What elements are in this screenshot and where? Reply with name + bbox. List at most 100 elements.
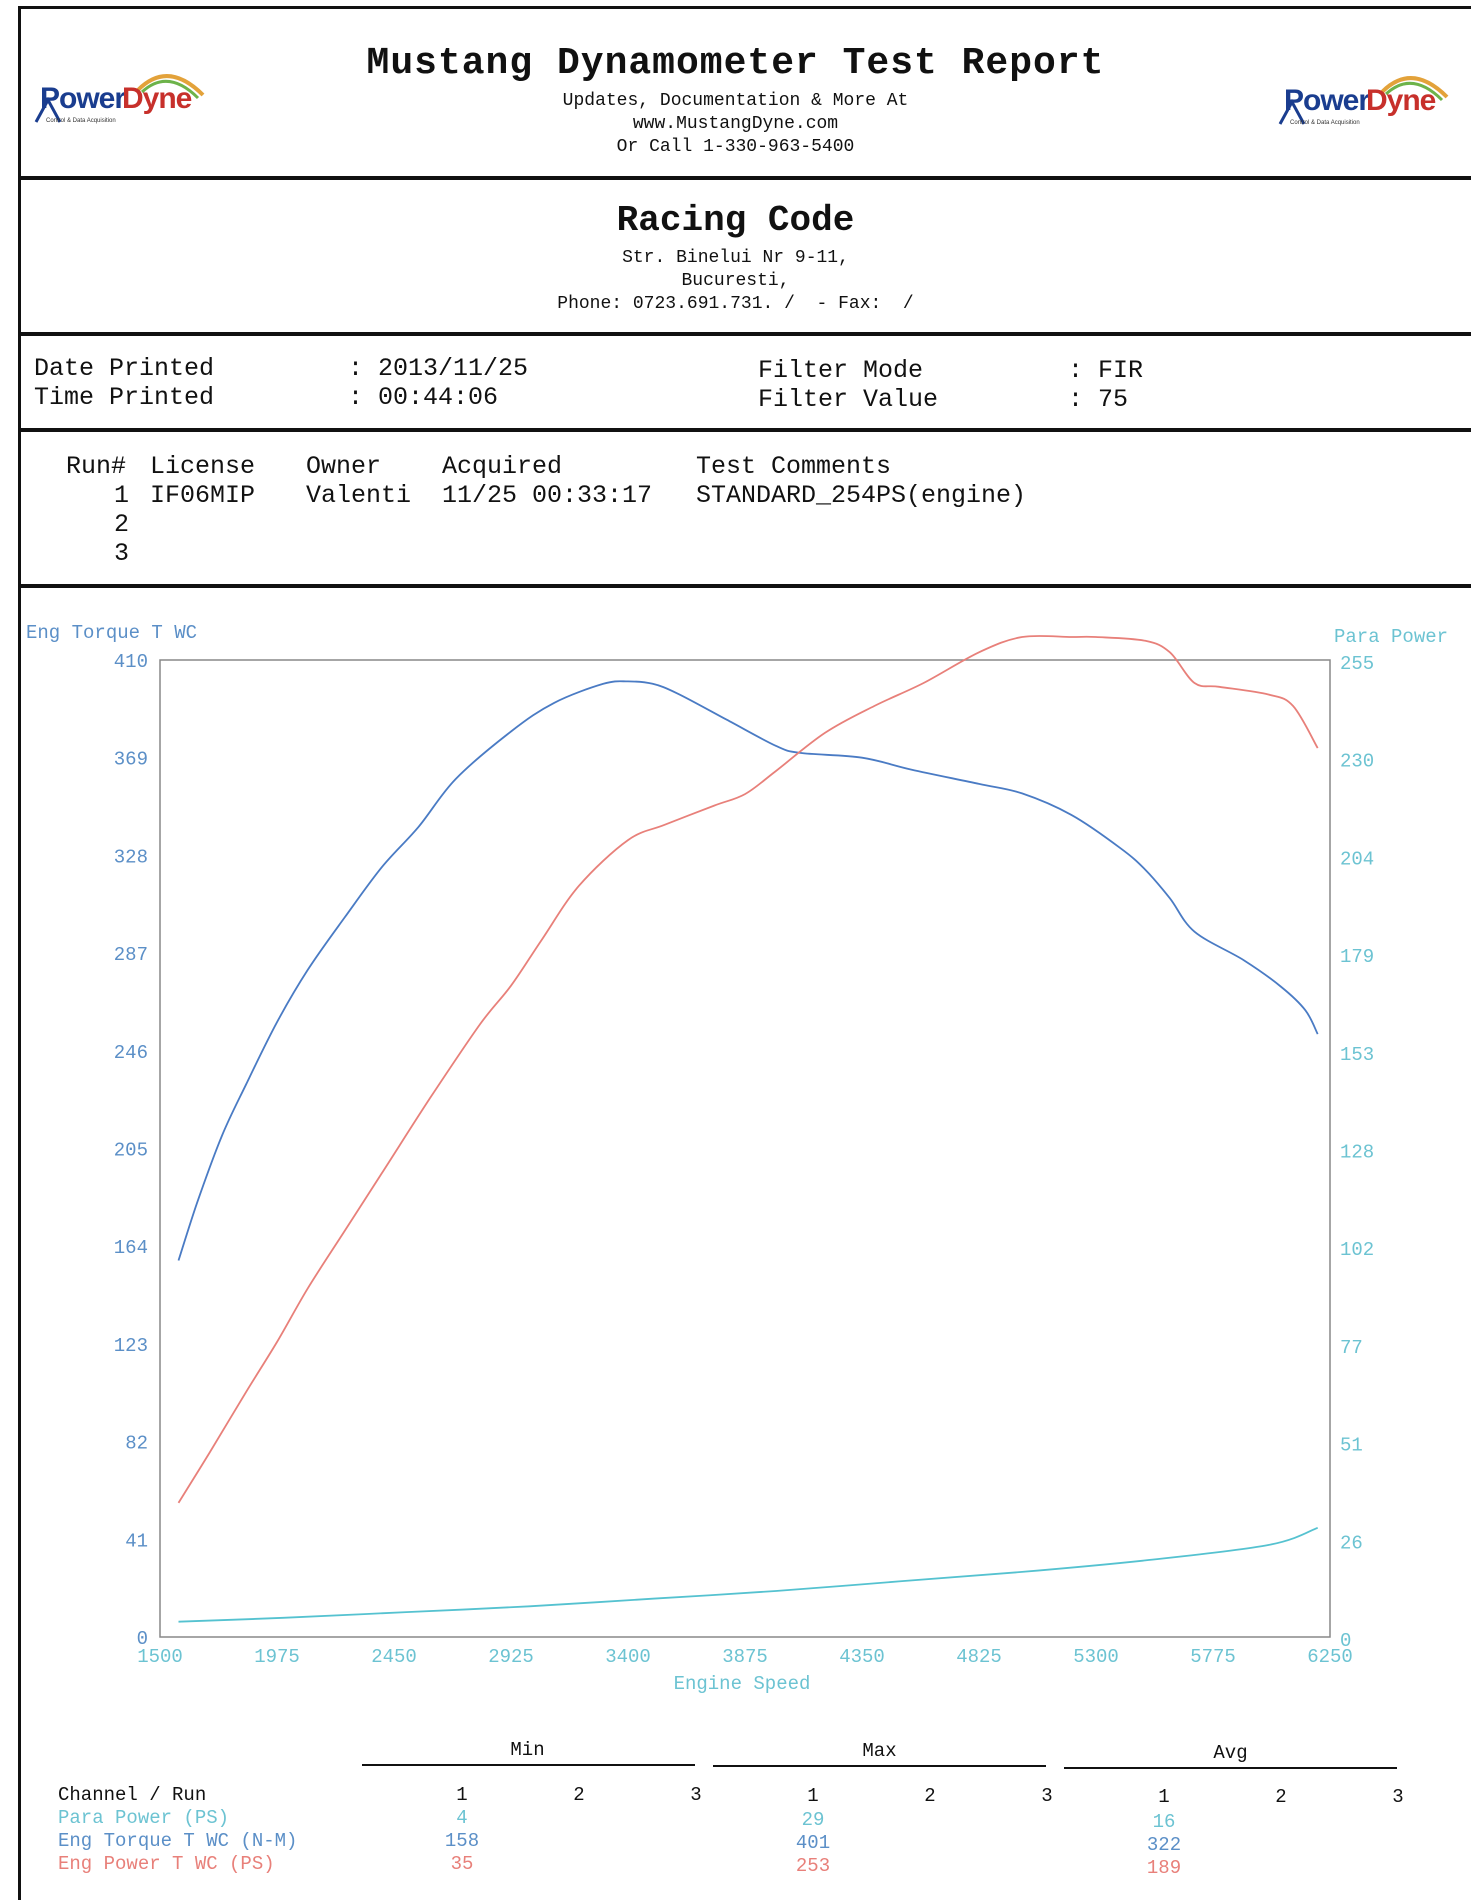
logo-arc-icon — [1278, 76, 1449, 125]
right-tick-label: 255 — [1340, 653, 1374, 675]
filter-mode-label: Filter Mode — [758, 356, 924, 385]
stats-channel-name: Eng Power T WC (PS) — [58, 1853, 275, 1875]
stats-rule-max — [713, 1765, 1046, 1767]
run-number: 1 — [114, 481, 130, 510]
x-tick-label: 1500 — [137, 1646, 183, 1668]
x-tick-label: 3875 — [722, 1646, 768, 1668]
left-tick-label: 328 — [114, 846, 148, 868]
run-number: 3 — [114, 539, 130, 568]
report-sheet — [18, 6, 1471, 1900]
divider — [18, 584, 1471, 588]
logo-tagline: Control & Data Acquisition — [46, 118, 116, 124]
series-line-eng-power-t-wc-ps — [177, 635, 1319, 1504]
left-tick-label: 369 — [114, 749, 148, 771]
plot-frame — [159, 659, 1331, 1638]
stats-value-min: 4 — [456, 1807, 468, 1829]
stats-run-number: 2 — [924, 1785, 936, 1807]
header-line-3: Or Call 1-330-963-5400 — [616, 137, 855, 157]
stats-channel-name: Para Power (PS) — [58, 1807, 230, 1829]
x-tick-label: 2925 — [488, 1646, 534, 1668]
stats-run-number: 1 — [456, 1784, 468, 1806]
x-axis-title: Engine Speed — [674, 1673, 811, 1695]
filter-value-label: Filter Value — [758, 385, 939, 414]
time-printed-value: : 00:44:06 — [348, 383, 499, 412]
stats-run-number: 2 — [573, 1784, 585, 1806]
right-tick-label: 179 — [1340, 946, 1374, 968]
run-number: 2 — [114, 510, 130, 539]
x-tick-label: 4350 — [839, 1646, 885, 1668]
logo-word-dyne: Dyne — [122, 82, 192, 115]
stats-group-min: Min — [510, 1739, 545, 1761]
x-tick-label: 2450 — [371, 1646, 417, 1668]
left-tick-label: 0 — [137, 1628, 148, 1650]
left-tick-label: 410 — [114, 651, 148, 673]
x-tick-label: 6250 — [1307, 1646, 1353, 1668]
stats-value-max: 401 — [795, 1832, 831, 1854]
x-tick-label: 5300 — [1073, 1646, 1119, 1668]
powerdyne-logo-left: Power Dyne Control & Data Acquisition — [18, 60, 218, 140]
x-tick-label: 5775 — [1190, 1646, 1236, 1668]
date-printed-label: Date Printed — [34, 354, 215, 383]
stats-value-min: 158 — [444, 1830, 480, 1852]
logo-word-power: Power — [1284, 84, 1370, 117]
logo-word-dyne: Dyne — [1366, 84, 1436, 117]
runs-header-run: Run# — [66, 452, 127, 481]
series-line-eng-torque-t-wc-n-m — [177, 680, 1319, 1261]
runs-header-comments: Test Comments — [696, 452, 892, 481]
divider — [18, 332, 1471, 336]
left-tick-label: 164 — [114, 1237, 148, 1259]
stats-value-min: 35 — [450, 1853, 474, 1875]
right-tick-label: 26 — [1340, 1532, 1363, 1554]
report-title: Mustang Dynamometer Test Report — [366, 42, 1105, 85]
shop-address-1: Str. Binelui Nr 9-11, — [622, 248, 849, 268]
left-tick-label: 287 — [114, 944, 148, 966]
stats-value-avg: 16 — [1152, 1811, 1176, 1833]
shop-address-2: Bucuresti, — [681, 271, 790, 291]
right-tick-label: 0 — [1340, 1630, 1351, 1652]
stats-rule-avg — [1064, 1767, 1397, 1769]
runs-header-owner: Owner — [306, 452, 382, 481]
stats-run-number: 3 — [690, 1784, 702, 1806]
header-line-2: www.MustangDyne.com — [632, 114, 839, 134]
right-tick-label: 153 — [1340, 1044, 1374, 1066]
logo-tagline: Control & Data Acquisition — [1290, 120, 1360, 126]
stats-run-number: 3 — [1392, 1786, 1404, 1808]
right-tick-label: 51 — [1340, 1435, 1363, 1457]
stats-rule-min — [362, 1764, 695, 1766]
right-axis-title: Para Power — [1334, 626, 1449, 648]
stats-value-avg: 322 — [1146, 1834, 1182, 1856]
left-tick-label: 82 — [125, 1433, 148, 1455]
series-line-para-power-ps — [178, 1526, 1319, 1623]
divider — [18, 176, 1471, 180]
logo-arc-icon — [34, 74, 205, 123]
left-tick-label: 205 — [114, 1140, 148, 1162]
stats-run-number: 1 — [1158, 1786, 1170, 1808]
x-tick-label: 1975 — [254, 1646, 300, 1668]
run-acquired: 11/25 00:33:17 — [442, 481, 653, 510]
shop-name: Racing Code — [616, 200, 855, 241]
right-tick-label: 77 — [1340, 1337, 1363, 1359]
run-comments: STANDARD_254PS(engine) — [696, 481, 1027, 510]
divider — [18, 428, 1471, 432]
x-tick-label: 4825 — [956, 1646, 1002, 1668]
run-license: IF06MIP — [150, 481, 256, 510]
filter-mode-value: : FIR — [1068, 356, 1144, 385]
dyno-chart: 0 41 82 123 164 205 246 287 328 369 410 0 26 51 77 102… — [114, 635, 1374, 1695]
shop-phone-fax: Phone: 0723.691.731. / - Fax: / — [557, 294, 914, 314]
logo-word-power: Power — [40, 82, 126, 115]
stats-value-max: 253 — [795, 1855, 831, 1877]
right-tick-label: 230 — [1340, 751, 1374, 773]
stats-group-avg: Avg — [1213, 1742, 1248, 1764]
right-tick-label: 128 — [1340, 1142, 1374, 1164]
time-printed-label: Time Printed — [34, 383, 215, 412]
left-tick-label: 123 — [114, 1335, 148, 1357]
stats-run-number: 1 — [807, 1785, 819, 1807]
left-axis-title: Eng Torque T WC — [26, 622, 198, 644]
stats-value-avg: 189 — [1146, 1857, 1182, 1879]
right-tick-label: 102 — [1340, 1239, 1374, 1261]
date-printed-value: : 2013/11/25 — [348, 354, 529, 383]
stats-run-number: 3 — [1041, 1785, 1053, 1807]
left-tick-label: 246 — [114, 1042, 148, 1064]
filter-value-value: : 75 — [1068, 385, 1129, 414]
stats-group-max: Max — [862, 1740, 897, 1762]
